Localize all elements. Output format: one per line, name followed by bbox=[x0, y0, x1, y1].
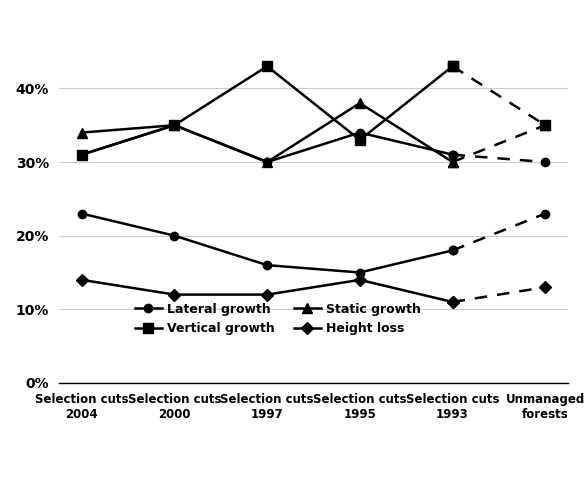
Legend: Lateral growth, Vertical growth, Static growth, Height loss: Lateral growth, Vertical growth, Static … bbox=[130, 298, 426, 340]
